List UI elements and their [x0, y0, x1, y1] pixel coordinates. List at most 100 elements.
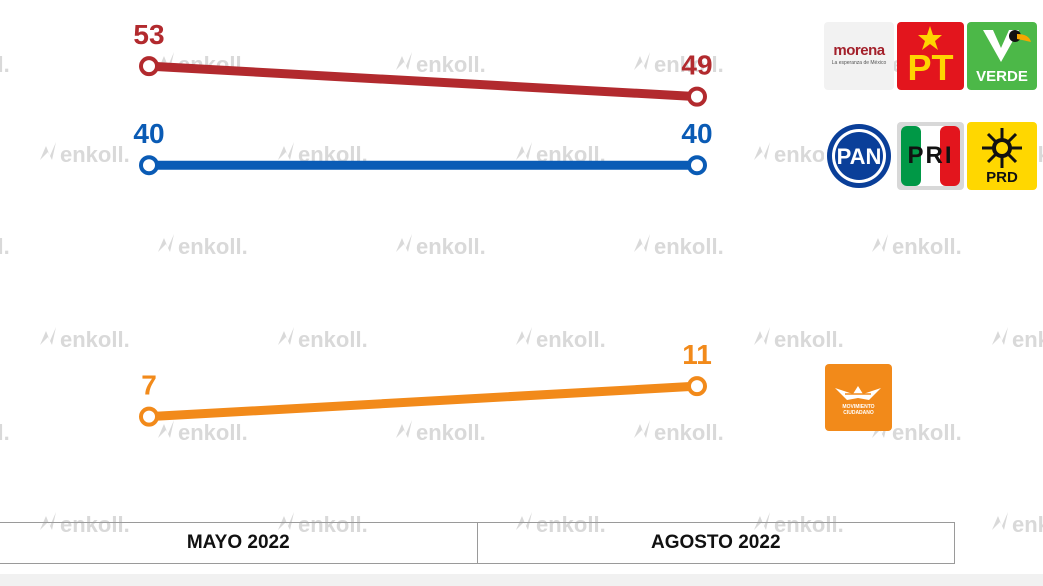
watermark: enkoll. [634, 234, 724, 259]
series-0-label-1: 49 [681, 50, 712, 81]
series-0-point-1 [687, 86, 707, 107]
series-1-point-0 [139, 155, 159, 176]
watermark-logo-icon [634, 234, 650, 252]
mc-logo: MOVIMIENTO CIUDADANO [825, 364, 892, 431]
mc-logo-text: MOVIMIENTO CIUDADANO [842, 404, 875, 416]
watermark: enkoll. [634, 420, 724, 445]
watermark-logo-icon [516, 142, 532, 160]
series-layer: 53 49 40 40 7 11 [133, 19, 713, 427]
watermark-text: enkoll. [298, 512, 368, 537]
watermark-text: enkoll. [178, 420, 248, 445]
verde-logo-text: VERDE [976, 68, 1028, 85]
watermark: enkoll. [0, 52, 10, 77]
watermark-text: enkoll. [0, 234, 10, 259]
watermark-text: enkoll. [892, 420, 962, 445]
watermark-logo-icon [872, 234, 888, 252]
watermark-text: enkoll. [60, 142, 130, 167]
watermark-text: enkoll. [60, 327, 130, 352]
watermark-text: enkoll. [774, 327, 844, 352]
watermark: enkoll. [40, 142, 130, 167]
watermark: enkoll. [516, 512, 606, 537]
series-2-label-0: 7 [141, 370, 157, 401]
watermark-text: enkoll. [536, 512, 606, 537]
morena-logo-text: morena [833, 42, 885, 59]
watermark-logo-icon [754, 142, 770, 160]
watermark-logo-icon [278, 512, 294, 530]
watermark-text: enkoll. [536, 327, 606, 352]
pan-logo-text: PAN [836, 144, 882, 169]
pt-logo: PT [897, 22, 964, 90]
watermark: enkoll. [634, 52, 724, 77]
watermark-text: enkoll. [416, 234, 486, 259]
pri-logo-text: PRI [907, 142, 954, 169]
pri-logo: PRI [897, 122, 964, 190]
watermark-text: enkoll. [298, 327, 368, 352]
watermark: enkoll. [516, 327, 606, 352]
watermark-logo-icon [992, 512, 1008, 530]
watermark-text: enkoll. [654, 234, 724, 259]
x-axis-label-agosto: AGOSTO 2022 [476, 523, 955, 563]
watermark: enkoll. [158, 420, 248, 445]
sun-icon [982, 128, 1022, 168]
eagle-icon [835, 386, 881, 400]
x-axis-label-mayo: MAYO 2022 [186, 532, 290, 553]
morena-logo: morena La esperanza de México [824, 22, 894, 90]
watermark-logo-icon [992, 327, 1008, 345]
watermark-logo-icon [158, 234, 174, 252]
watermark: enkoll. [754, 512, 844, 537]
watermark-logo-icon [158, 420, 174, 438]
morena-tagline: La esperanza de México [831, 60, 887, 66]
watermark: enkoll. [278, 512, 368, 537]
watermark-text: enkoll. [416, 420, 486, 445]
watermark: enkoll. [0, 234, 10, 259]
watermark-text: enkoll. [774, 512, 844, 537]
pan-logo: PAN [824, 122, 894, 190]
watermark: enkoll. [396, 234, 486, 259]
prd-logo-text: PRD [986, 169, 1018, 186]
watermark-logo-icon [40, 512, 56, 530]
watermark-text: enkoll. [654, 52, 724, 77]
verde-logo: VERDE [967, 22, 1037, 90]
series-0-line [144, 61, 702, 102]
series-1-label-1: 40 [681, 118, 712, 149]
series-2-point-1 [687, 376, 707, 397]
watermark-text: enkoll. [0, 52, 10, 77]
watermark: enkoll. [754, 327, 844, 352]
watermark-logo-icon [516, 327, 532, 345]
watermark-text: enkoll. [1012, 512, 1043, 537]
watermark: enkoll. [872, 420, 962, 445]
series-1-label-0: 40 [133, 118, 164, 149]
series-1-point-1 [687, 155, 707, 176]
bottom-strip [0, 574, 1043, 586]
watermark-logo-icon [40, 142, 56, 160]
watermark: enkoll. [396, 420, 486, 445]
watermark: enkoll. [40, 327, 130, 352]
prd-logo: PRD [967, 122, 1037, 190]
pan-circle-icon [827, 124, 891, 188]
watermark: enkoll. [992, 327, 1043, 352]
watermark-text: enkoll. [892, 234, 962, 259]
watermark-text: enkoll. [0, 420, 10, 445]
series-2-label-1: 11 [682, 339, 712, 370]
watermark-text: enkoll. [178, 234, 248, 259]
pri-tricolor-icon [901, 126, 960, 186]
watermark-logo-icon [396, 420, 412, 438]
x-axis-table: MAYO 2022 AGOSTO 2022 [0, 522, 955, 564]
pt-star-icon [918, 26, 942, 50]
watermark-logo-icon [754, 327, 770, 345]
watermark: enkoll. [872, 234, 962, 259]
watermark-logo-icon [396, 52, 412, 70]
watermark: enkoll. [992, 512, 1043, 537]
watermark: enkoll. [278, 327, 368, 352]
toucan-icon [983, 30, 1031, 62]
watermark-logo-icon [634, 52, 650, 70]
watermark-logo-icon [516, 512, 532, 530]
watermark-logo-icon [634, 420, 650, 438]
watermark-text: enkoll. [60, 512, 130, 537]
watermark-text: enkoll. [416, 52, 486, 77]
watermark-text: enkoll. [654, 420, 724, 445]
watermark-logo-icon [278, 327, 294, 345]
watermark-logo-icon [40, 327, 56, 345]
series-2-line [144, 381, 702, 422]
watermark-logo-icon [396, 234, 412, 252]
